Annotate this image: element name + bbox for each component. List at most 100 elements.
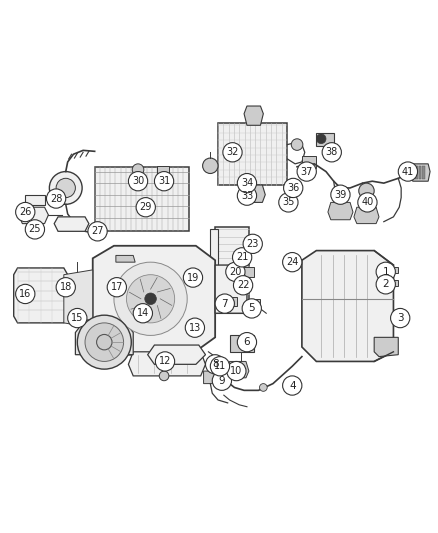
Circle shape	[155, 172, 174, 191]
Polygon shape	[222, 297, 237, 306]
Polygon shape	[148, 345, 205, 365]
Polygon shape	[116, 255, 135, 262]
Circle shape	[68, 309, 87, 328]
Polygon shape	[249, 299, 261, 309]
Circle shape	[78, 315, 131, 369]
Circle shape	[25, 220, 45, 239]
Circle shape	[88, 222, 107, 241]
Circle shape	[85, 323, 124, 361]
Text: 22: 22	[237, 280, 249, 290]
Polygon shape	[246, 185, 265, 203]
Text: 14: 14	[137, 308, 149, 318]
Polygon shape	[218, 123, 287, 185]
Circle shape	[184, 268, 203, 287]
Circle shape	[279, 193, 298, 212]
Polygon shape	[25, 195, 45, 205]
Circle shape	[159, 371, 169, 381]
Circle shape	[16, 203, 35, 222]
Polygon shape	[75, 320, 133, 354]
Polygon shape	[93, 246, 215, 354]
Polygon shape	[384, 279, 398, 286]
Text: 37: 37	[300, 166, 313, 176]
Circle shape	[359, 183, 374, 199]
Circle shape	[145, 293, 156, 304]
Bar	[419, 166, 421, 179]
Polygon shape	[18, 207, 49, 224]
Circle shape	[243, 234, 262, 254]
Text: 18: 18	[60, 282, 72, 292]
Circle shape	[97, 334, 112, 350]
Polygon shape	[14, 268, 68, 323]
Circle shape	[237, 186, 257, 205]
Circle shape	[331, 185, 350, 204]
Text: 5: 5	[248, 303, 255, 313]
Bar	[239, 267, 254, 277]
Text: 35: 35	[282, 197, 295, 207]
Polygon shape	[208, 302, 251, 313]
Circle shape	[46, 189, 66, 208]
Circle shape	[227, 361, 246, 381]
Text: 40: 40	[361, 197, 374, 207]
Text: 32: 32	[226, 147, 239, 157]
Text: 41: 41	[402, 166, 414, 176]
Polygon shape	[230, 335, 254, 352]
Text: 12: 12	[159, 357, 171, 367]
Circle shape	[203, 158, 218, 173]
Circle shape	[242, 299, 261, 318]
Polygon shape	[227, 361, 249, 378]
Polygon shape	[374, 337, 398, 357]
Text: 33: 33	[241, 191, 253, 200]
Circle shape	[16, 284, 35, 304]
Circle shape	[283, 179, 303, 198]
Polygon shape	[354, 207, 379, 224]
Circle shape	[237, 333, 257, 352]
Polygon shape	[210, 229, 218, 304]
Circle shape	[132, 164, 144, 175]
Text: 7: 7	[222, 298, 228, 309]
Polygon shape	[384, 267, 398, 273]
Polygon shape	[95, 167, 189, 231]
Text: 11: 11	[214, 361, 226, 372]
Circle shape	[49, 172, 82, 204]
Text: 30: 30	[132, 176, 144, 186]
Circle shape	[237, 173, 257, 193]
Text: 19: 19	[187, 272, 199, 282]
Bar	[302, 156, 316, 168]
Text: 28: 28	[50, 193, 62, 204]
Text: 3: 3	[397, 313, 403, 323]
Circle shape	[233, 248, 252, 267]
Text: 17: 17	[111, 282, 123, 292]
Text: 24: 24	[286, 257, 298, 267]
Circle shape	[71, 276, 84, 289]
Polygon shape	[204, 371, 220, 384]
Circle shape	[376, 262, 396, 281]
Bar	[415, 166, 417, 179]
Text: 27: 27	[91, 227, 104, 236]
Text: 1: 1	[382, 267, 389, 277]
Circle shape	[223, 143, 242, 162]
Polygon shape	[215, 265, 247, 313]
Circle shape	[155, 352, 175, 371]
Circle shape	[215, 294, 234, 313]
Circle shape	[205, 354, 225, 374]
Polygon shape	[302, 251, 393, 361]
Circle shape	[210, 357, 230, 376]
Bar	[316, 133, 334, 146]
Circle shape	[297, 162, 316, 181]
Circle shape	[114, 262, 187, 335]
Circle shape	[107, 278, 127, 297]
Circle shape	[291, 139, 303, 150]
Text: 31: 31	[158, 176, 170, 186]
Text: 34: 34	[241, 178, 253, 188]
Circle shape	[259, 384, 267, 391]
Polygon shape	[411, 164, 430, 181]
Circle shape	[133, 304, 152, 323]
Text: 9: 9	[219, 376, 225, 386]
Text: 16: 16	[19, 289, 32, 299]
Text: 23: 23	[247, 239, 259, 249]
Text: 10: 10	[230, 366, 243, 376]
Circle shape	[226, 262, 245, 281]
Bar	[422, 166, 425, 179]
Text: 36: 36	[287, 183, 299, 193]
Circle shape	[376, 274, 396, 294]
